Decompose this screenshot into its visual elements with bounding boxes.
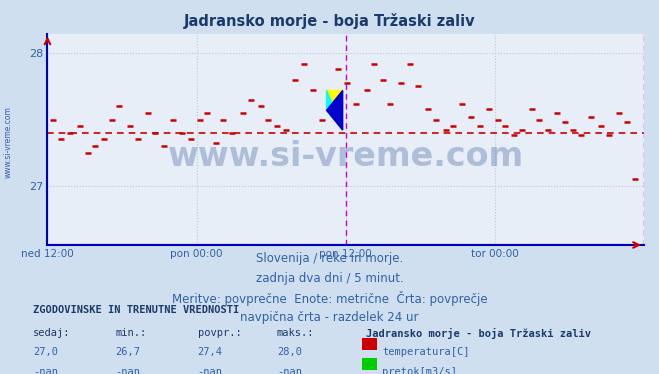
Polygon shape xyxy=(327,91,343,110)
Text: min.:: min.: xyxy=(115,328,146,338)
Text: pretok[m3/s]: pretok[m3/s] xyxy=(382,367,457,374)
Text: ZGODOVINSKE IN TRENUTNE VREDNOSTI: ZGODOVINSKE IN TRENUTNE VREDNOSTI xyxy=(33,305,239,315)
Text: -nan: -nan xyxy=(198,367,223,374)
Text: -nan: -nan xyxy=(277,367,302,374)
Text: -nan: -nan xyxy=(33,367,58,374)
Polygon shape xyxy=(327,91,343,130)
Text: 27,0: 27,0 xyxy=(33,347,58,358)
Text: sedaj:: sedaj: xyxy=(33,328,71,338)
Text: 26,7: 26,7 xyxy=(115,347,140,358)
Polygon shape xyxy=(327,91,343,130)
Text: www.si-vreme.com: www.si-vreme.com xyxy=(3,106,13,178)
Text: Jadransko morje - boja Tržaski zaliv: Jadransko morje - boja Tržaski zaliv xyxy=(366,328,590,339)
Text: Jadransko morje - boja Tržaski zaliv: Jadransko morje - boja Tržaski zaliv xyxy=(184,13,475,29)
Text: 27,4: 27,4 xyxy=(198,347,223,358)
Text: povpr.:: povpr.: xyxy=(198,328,241,338)
Text: zadnja dva dni / 5 minut.: zadnja dva dni / 5 minut. xyxy=(256,272,403,285)
Text: Slovenija / reke in morje.: Slovenija / reke in morje. xyxy=(256,252,403,266)
Text: www.si-vreme.com: www.si-vreme.com xyxy=(167,140,524,173)
Text: maks.:: maks.: xyxy=(277,328,314,338)
Text: navpična črta - razdelek 24 ur: navpična črta - razdelek 24 ur xyxy=(241,311,418,324)
Text: -nan: -nan xyxy=(115,367,140,374)
Text: Meritve: povprečne  Enote: metrične  Črta: povprečje: Meritve: povprečne Enote: metrične Črta:… xyxy=(172,291,487,306)
Text: temperatura[C]: temperatura[C] xyxy=(382,347,470,358)
Text: 28,0: 28,0 xyxy=(277,347,302,358)
